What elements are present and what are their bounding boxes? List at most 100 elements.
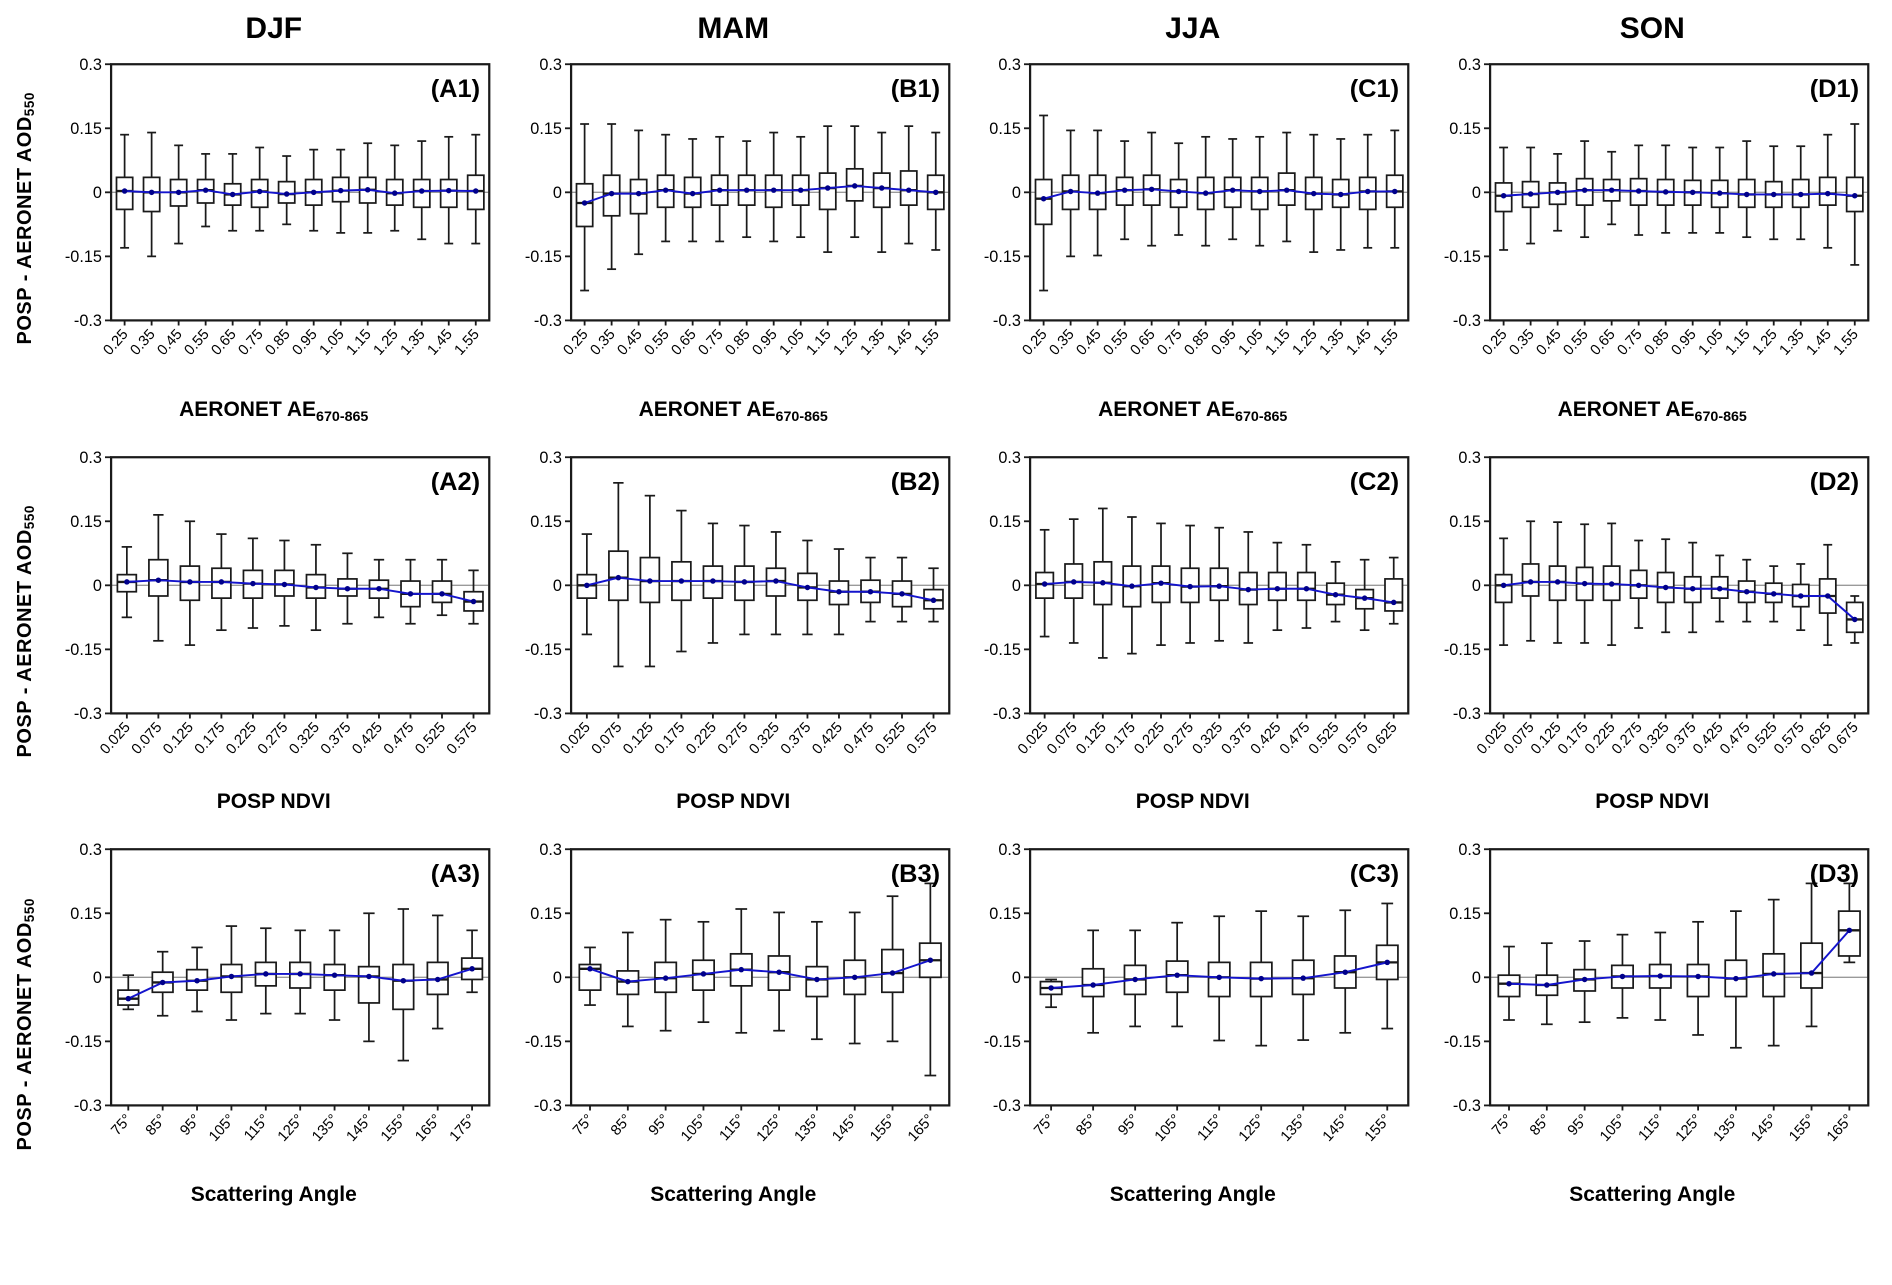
- median-dot: [898, 590, 905, 597]
- x-tick-label: 1.15: [803, 327, 834, 359]
- boxplot-C1: 0.3 0.15 0 -0.15 -0.30.250.350.450.550.650.7…: [984, 56, 1410, 359]
- box-group: [426, 914, 449, 1030]
- y-tick-label: -0.3: [993, 1097, 1021, 1115]
- x-tick-label: 0.325: [1190, 719, 1227, 757]
- y-tick-label: -0.3: [993, 312, 1021, 330]
- y-tick-label: 0: [93, 184, 102, 202]
- median-dot: [1048, 985, 1054, 992]
- figure-row-1: POSP - AERONET AOD550 DJF 0.3 0.15 0 -0.15 -…: [6, 10, 1882, 427]
- x-tick-label: 0.175: [192, 719, 229, 757]
- x-tick-label: 0.575: [1335, 719, 1372, 757]
- figure-row-2: POSP - AERONET AOD550 0.3 0.15 0 -0.15 -0.3 0…: [6, 443, 1882, 820]
- median-line: [1502, 580, 1855, 620]
- median-dot: [344, 585, 351, 592]
- boxplot-A2: 0.30.150-0.15-0.30.0250.0750.1250.1750.2…: [65, 449, 491, 757]
- y-tick-label: 0.15: [1449, 513, 1481, 531]
- median-dot: [1808, 970, 1814, 977]
- x-tick-label: 0.075: [1044, 719, 1081, 757]
- y-tick-label: 0.3: [539, 841, 562, 859]
- median-dot: [1797, 191, 1803, 198]
- x-tick-label: 125°: [275, 1112, 307, 1145]
- median-dot: [608, 190, 614, 197]
- y-tick-label: -0.3: [533, 1097, 561, 1115]
- median-dot: [1121, 187, 1128, 193]
- x-tick-label: 0.125: [160, 719, 197, 757]
- median-dot: [1187, 583, 1193, 590]
- x-tick-label: 155°: [1786, 1112, 1818, 1145]
- box-group: [607, 481, 629, 668]
- y-tick-label: 0: [552, 969, 561, 987]
- box-rect: [1686, 964, 1710, 998]
- x-tick-label: 75°: [1489, 1112, 1516, 1139]
- median-dot: [1202, 190, 1209, 196]
- median-dot: [434, 977, 441, 983]
- median-dot: [586, 966, 593, 972]
- x-tick-label: 0.65: [1128, 327, 1159, 359]
- boxplot-C2: 0.30.150-0.15-0.30.0250.0750.1250.1750.2…: [984, 449, 1410, 757]
- median-line: [1043, 188, 1395, 200]
- median-dot: [256, 188, 263, 195]
- median-dot: [689, 190, 695, 197]
- y-tick-label: 0: [552, 577, 561, 595]
- boxplot-D2: 0.30.150-0.15-0.30.0250.0750.1250.1750.2…: [1443, 449, 1869, 757]
- box-group: [1656, 144, 1675, 234]
- x-tick-label: 0.65: [668, 327, 699, 359]
- median-dot: [905, 187, 911, 193]
- panel-B3: 0.3 0.15 0 -0.15 -0.3 75° 85° 95° 105° 115° 125° 13…: [504, 835, 964, 1212]
- x-tick-label: 0.325: [286, 719, 323, 757]
- panel-label: (B2): [890, 467, 939, 495]
- median-dot: [1216, 975, 1222, 981]
- median-line: [583, 184, 936, 204]
- panel-A3: 0.3 0.15 0 -0.15 -0.3 75° 85° 95° 105° 115° 125° 13…: [44, 835, 504, 1212]
- y-tick-label: -0.15: [1443, 248, 1480, 266]
- y-tick-label: -0.15: [1443, 1033, 1480, 1051]
- x-tick-label: 135°: [309, 1112, 341, 1145]
- median-dot: [407, 590, 414, 597]
- box-group: [577, 947, 602, 1007]
- median-dot: [1129, 583, 1135, 589]
- box-group: [1837, 882, 1861, 964]
- box-rect: [1384, 577, 1404, 612]
- median-dot: [1300, 975, 1306, 982]
- x-tick-label: 0.35: [1506, 327, 1537, 359]
- boxplot-A1: 0.3 0.15 0 -0.15 -0.30.250.350.450.550.650.7…: [65, 56, 491, 359]
- median-dot: [1824, 190, 1830, 197]
- median-dot: [159, 980, 166, 986]
- x-tick-label: 0.95: [1209, 327, 1240, 359]
- y-tick-label: 0: [93, 969, 102, 987]
- y-tick-label: -0.3: [533, 705, 561, 723]
- x-axis-title-D1: AERONET AE670-865: [1557, 397, 1747, 425]
- y-tick-label: -0.15: [984, 641, 1021, 659]
- x-tick-label: 0.025: [97, 719, 134, 757]
- median-dot: [229, 191, 236, 198]
- median-dot: [470, 598, 477, 605]
- x-tick-label: 0.475: [1277, 719, 1314, 757]
- median-dot: [1283, 187, 1290, 193]
- box-group: [791, 135, 810, 239]
- plot-frame: [569, 848, 950, 1107]
- y-tick-label: 0: [1012, 577, 1021, 595]
- x-tick-label: 0.25: [1479, 327, 1510, 359]
- x-tick-label: 165°: [412, 1112, 444, 1145]
- y-tick-label: 0: [1471, 577, 1480, 595]
- box-group: [1737, 140, 1756, 239]
- x-tick-label: 0.475: [381, 719, 418, 757]
- median-dot: [824, 185, 830, 191]
- boxplot-B2: 0.30.150-0.15-0.30.0250.0750.1250.1750.2…: [524, 449, 950, 757]
- column-title-mam: MAM: [697, 12, 770, 45]
- boxplot-B3: 0.3 0.15 0 -0.15 -0.3 75° 85° 95° 105° 115° 125° 13…: [524, 841, 950, 1145]
- y-tick-label: 0.15: [530, 513, 562, 531]
- x-tick-label: 105°: [1152, 1112, 1184, 1145]
- y-tick-label: 0.15: [70, 120, 102, 138]
- panel-label: (C2): [1350, 467, 1399, 495]
- x-tick-label: 135°: [1710, 1112, 1742, 1145]
- median-dot: [835, 588, 842, 595]
- y-tick-label: -0.15: [984, 1033, 1021, 1051]
- y-tick-label: -0.3: [1452, 705, 1480, 723]
- y-axis-label: POSP - AERONET AOD550: [6, 443, 44, 820]
- x-tick-label: 0.95: [1668, 327, 1699, 359]
- box-group: [385, 144, 404, 232]
- panel-label: (C1): [1350, 75, 1399, 103]
- y-tick-label: 0.15: [1449, 120, 1481, 138]
- x-tick-label: 1.55: [452, 327, 483, 359]
